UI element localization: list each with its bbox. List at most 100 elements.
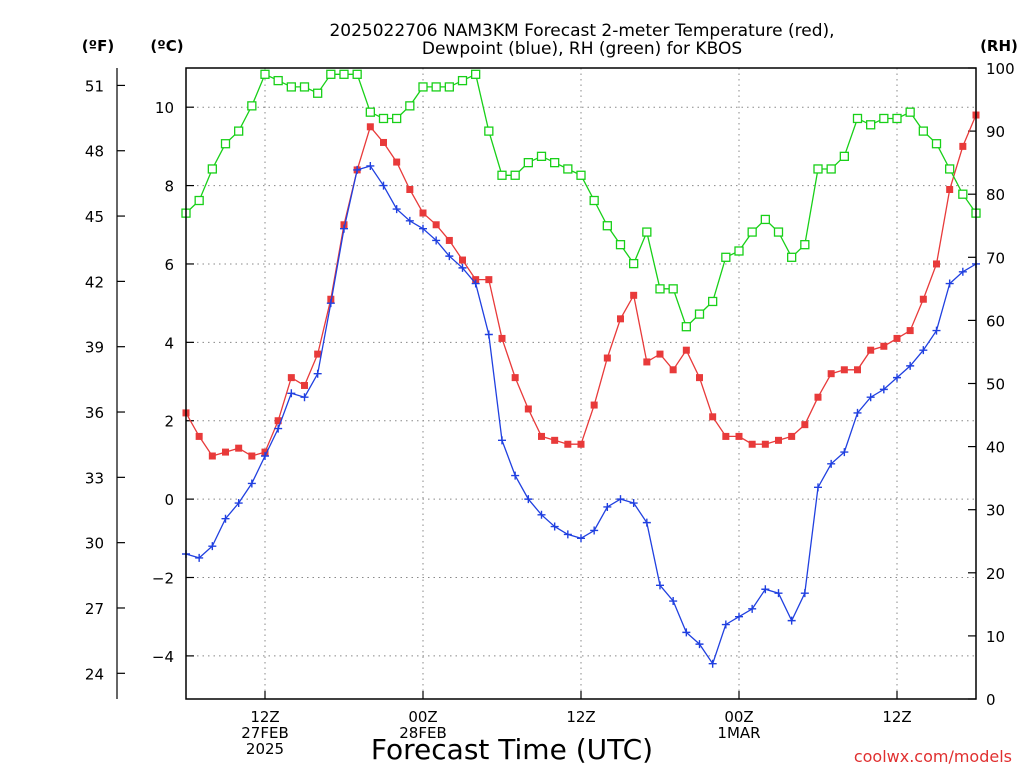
rh-point (510, 170, 520, 180)
dewpoint-point (511, 471, 520, 480)
rh-point (931, 139, 942, 149)
temperature-point (485, 276, 493, 284)
dewpoint-point (787, 616, 796, 625)
temperature-point (946, 185, 954, 193)
dewpoint-point (471, 279, 480, 288)
dewpoint-point (405, 216, 414, 225)
temperature-point (788, 432, 796, 440)
temperature-point (524, 405, 532, 413)
rh-point (773, 227, 784, 237)
dewpoint-point (340, 224, 348, 233)
dewpoint-point (906, 361, 915, 370)
dewpoint-point (616, 495, 625, 504)
rh-point (444, 82, 454, 92)
dewpoint-point (748, 604, 757, 613)
temperature-point (590, 401, 598, 409)
rh-point (892, 113, 902, 124)
temperature-point (669, 366, 677, 374)
rh-unit-label: (RH) (980, 37, 1018, 55)
temperature-point (919, 295, 927, 303)
dewpoint-point (656, 581, 664, 590)
rh-point (694, 309, 705, 319)
rh-tick-label: 20 (986, 565, 1005, 583)
dewpoint-point (313, 369, 322, 378)
rh-point (918, 126, 928, 136)
rh-point (378, 113, 389, 124)
celsius-tick-label: 0 (164, 491, 174, 509)
dewpoint-point (379, 181, 388, 190)
dewpoint-point (629, 499, 638, 508)
rh-point (418, 82, 428, 92)
temperature-point (393, 158, 401, 166)
dewpoint-point (432, 236, 441, 245)
dewpoint-point (366, 161, 375, 170)
dewpoint-point (537, 510, 546, 519)
fahrenheit-tick-label: 24 (85, 665, 104, 683)
dewpoint-point (458, 263, 467, 272)
rh-point (787, 252, 797, 262)
celsius-axis: −4 −2 0 2 4 6 8 10 (152, 99, 194, 666)
temperature-point (722, 432, 730, 440)
dewpoint-point (932, 326, 941, 335)
rh-point (668, 284, 678, 294)
x-tick-label: 1MAR (717, 724, 760, 742)
dewpoint-point (550, 522, 559, 531)
plot-frame (185, 67, 977, 700)
rh-point (392, 113, 402, 124)
temperature-point (380, 138, 387, 146)
rh-point (866, 120, 876, 130)
dewpoint-point (669, 597, 678, 606)
dewpoint-point (208, 542, 217, 551)
dewpoint-point (893, 373, 901, 382)
rh-point (681, 322, 691, 332)
temperature-point (314, 350, 322, 358)
rh-point (958, 189, 968, 199)
rh-point (299, 82, 310, 92)
rh-point (563, 164, 573, 174)
temperature-point (748, 440, 756, 448)
temperature-point (906, 327, 914, 335)
temperature-point (301, 381, 308, 389)
rh-point (655, 284, 665, 294)
rh-point (207, 164, 217, 174)
celsius-tick-label: 6 (164, 256, 174, 274)
dewpoint-point (221, 514, 230, 523)
dewpoint-point (274, 424, 283, 433)
dewpoint-point (261, 452, 269, 461)
temperature-point (603, 354, 611, 362)
celsius-tick-label: 4 (164, 334, 174, 352)
temperature-point (775, 436, 782, 444)
dewpoint-point (524, 495, 533, 504)
chart-title-line1: 2025022706 NAM3KM Forecast 2-meter Tempe… (329, 21, 834, 41)
temperature-point (801, 421, 809, 429)
celsius-tick-label: −2 (152, 570, 174, 588)
dewpoint-point (919, 346, 928, 355)
rh-point (523, 157, 533, 168)
rh-tick-label: 10 (986, 628, 1005, 646)
rh-point (286, 82, 296, 92)
temperature-point (867, 346, 875, 354)
temperature-point (656, 350, 664, 358)
temperature-point (854, 366, 861, 374)
rh-tick-label: 90 (986, 123, 1005, 141)
x-tick-label: 12Z (566, 708, 595, 726)
fahrenheit-unit-label: (ºF) (82, 37, 114, 55)
dewpoint-point (814, 483, 822, 492)
temperature-point (827, 370, 835, 378)
dewpoint-point (234, 499, 243, 508)
rh-point (760, 214, 770, 225)
temperature-point (538, 432, 545, 440)
temperature-point (459, 256, 466, 264)
rh-point (642, 227, 652, 237)
rh-point (879, 113, 889, 124)
rh-point (800, 240, 810, 250)
dewpoint-point (840, 448, 849, 457)
rh-point (721, 252, 731, 262)
dewpoint-point (563, 530, 572, 539)
temperature-point (366, 123, 374, 131)
fahrenheit-tick-label: 30 (85, 535, 104, 553)
celsius-tick-label: 8 (164, 178, 174, 196)
celsius-tick-label: 2 (164, 413, 174, 431)
